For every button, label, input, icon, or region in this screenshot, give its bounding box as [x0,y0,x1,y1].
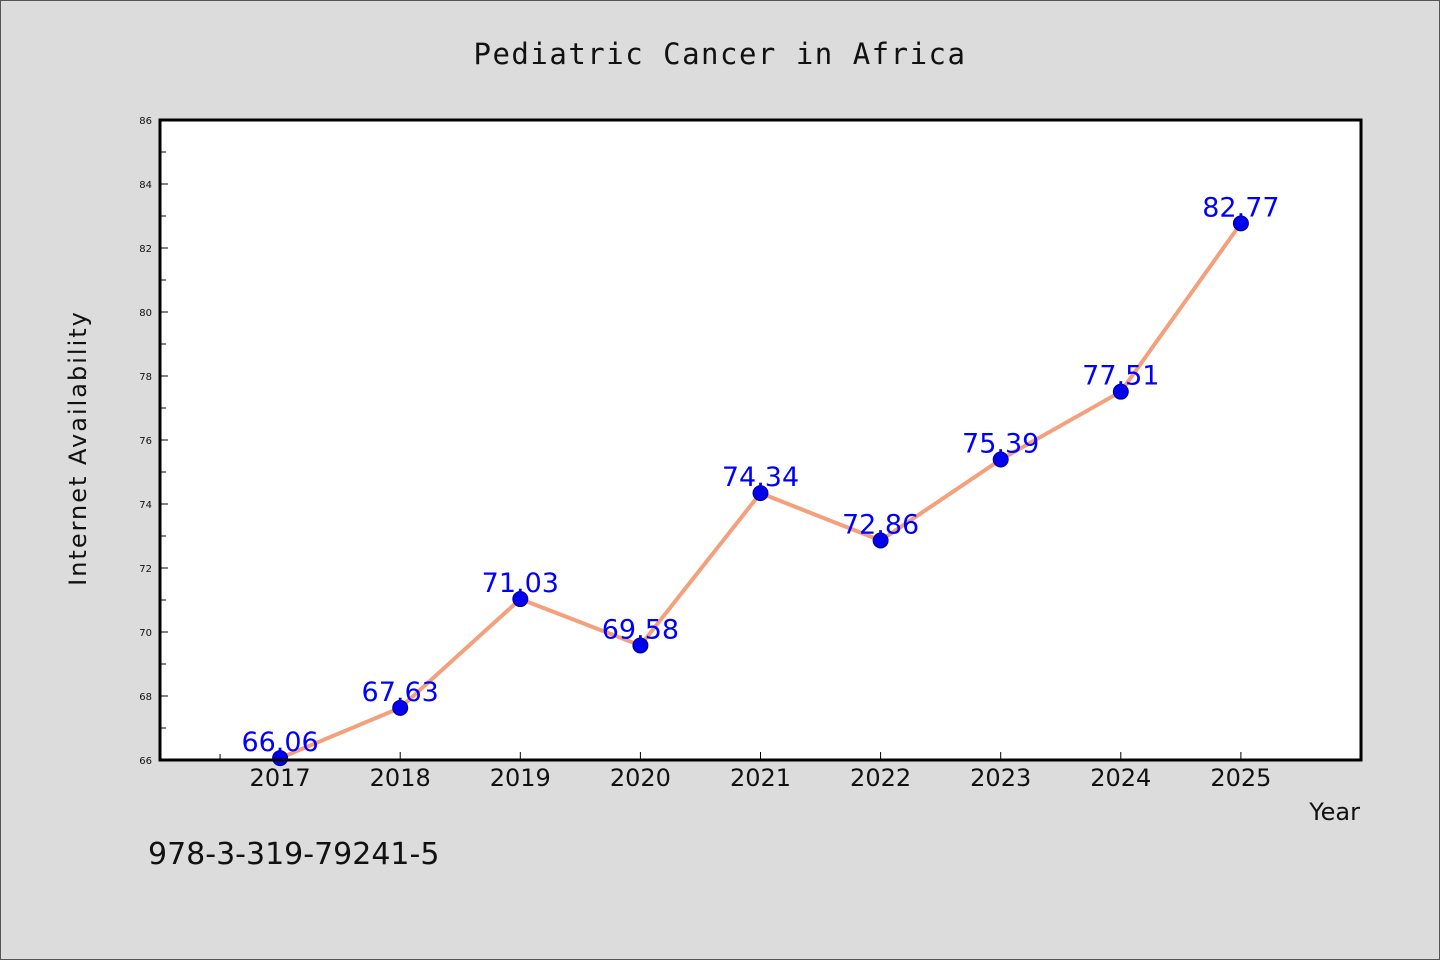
y-tick-label: 84 [139,180,152,191]
data-point [632,637,649,654]
x-tick-label: 2022 [850,764,911,792]
x-tick-label: 2018 [370,764,431,792]
data-label: 69.58 [602,614,679,645]
y-axis: 66 68 70 72 74 76 78 80 82 84 86 [139,116,168,767]
data-label: 67.63 [362,677,439,708]
data-label: 75.39 [962,429,1039,460]
plot-area [160,120,1361,760]
y-tick-label: 74 [139,500,152,511]
x-tick-label: 2020 [610,764,671,792]
plot-frame [158,118,1363,762]
data-label: 66.06 [241,727,318,758]
data-label: 72.86 [842,509,919,540]
x-axis-label: Year [1308,798,1360,826]
series-line-layer [272,215,1249,767]
y-tick-label: 70 [139,628,152,639]
data-point [752,485,769,502]
x-tick-label: 2025 [1210,764,1271,792]
data-label: 82.77 [1202,192,1279,223]
x-tick-label: 2023 [970,764,1031,792]
x-tick-label: 2019 [490,764,551,792]
y-tick-label: 66 [139,756,152,767]
y-tick-label: 68 [139,692,152,703]
data-label: 71.03 [482,568,559,599]
data-point [1112,383,1129,400]
y-tick-label: 72 [139,564,152,575]
footer-isbn: 978-3-319-79241-5 [148,837,439,872]
y-tick-label: 80 [139,308,152,319]
data-point [872,532,889,549]
y-tick-label: 82 [139,244,152,255]
y-tick-label: 86 [139,116,152,127]
data-point [512,591,529,608]
x-tick-label: 2017 [250,764,311,792]
data-label: 77.51 [1082,361,1159,392]
x-tick-label: 2024 [1090,764,1151,792]
y-tick-label: 76 [139,436,152,447]
data-point [392,699,409,716]
x-tick-label: 2021 [730,764,791,792]
data-labels-layer: 66.06 67.63 71.03 69.58 74.34 72.86 75.39 77.51… [241,192,1279,758]
data-point [1232,215,1249,232]
chart-title: Pediatric Cancer in Africa [474,37,967,71]
data-point [272,750,289,767]
data-label: 74.34 [722,462,799,493]
data-point [992,451,1009,468]
y-tick-label: 78 [139,372,152,383]
y-axis-label: Internet Availability [64,310,92,586]
x-axis: 2017 2018 2019 2020 2021 2022 2023 2024 2025 [219,752,1271,792]
